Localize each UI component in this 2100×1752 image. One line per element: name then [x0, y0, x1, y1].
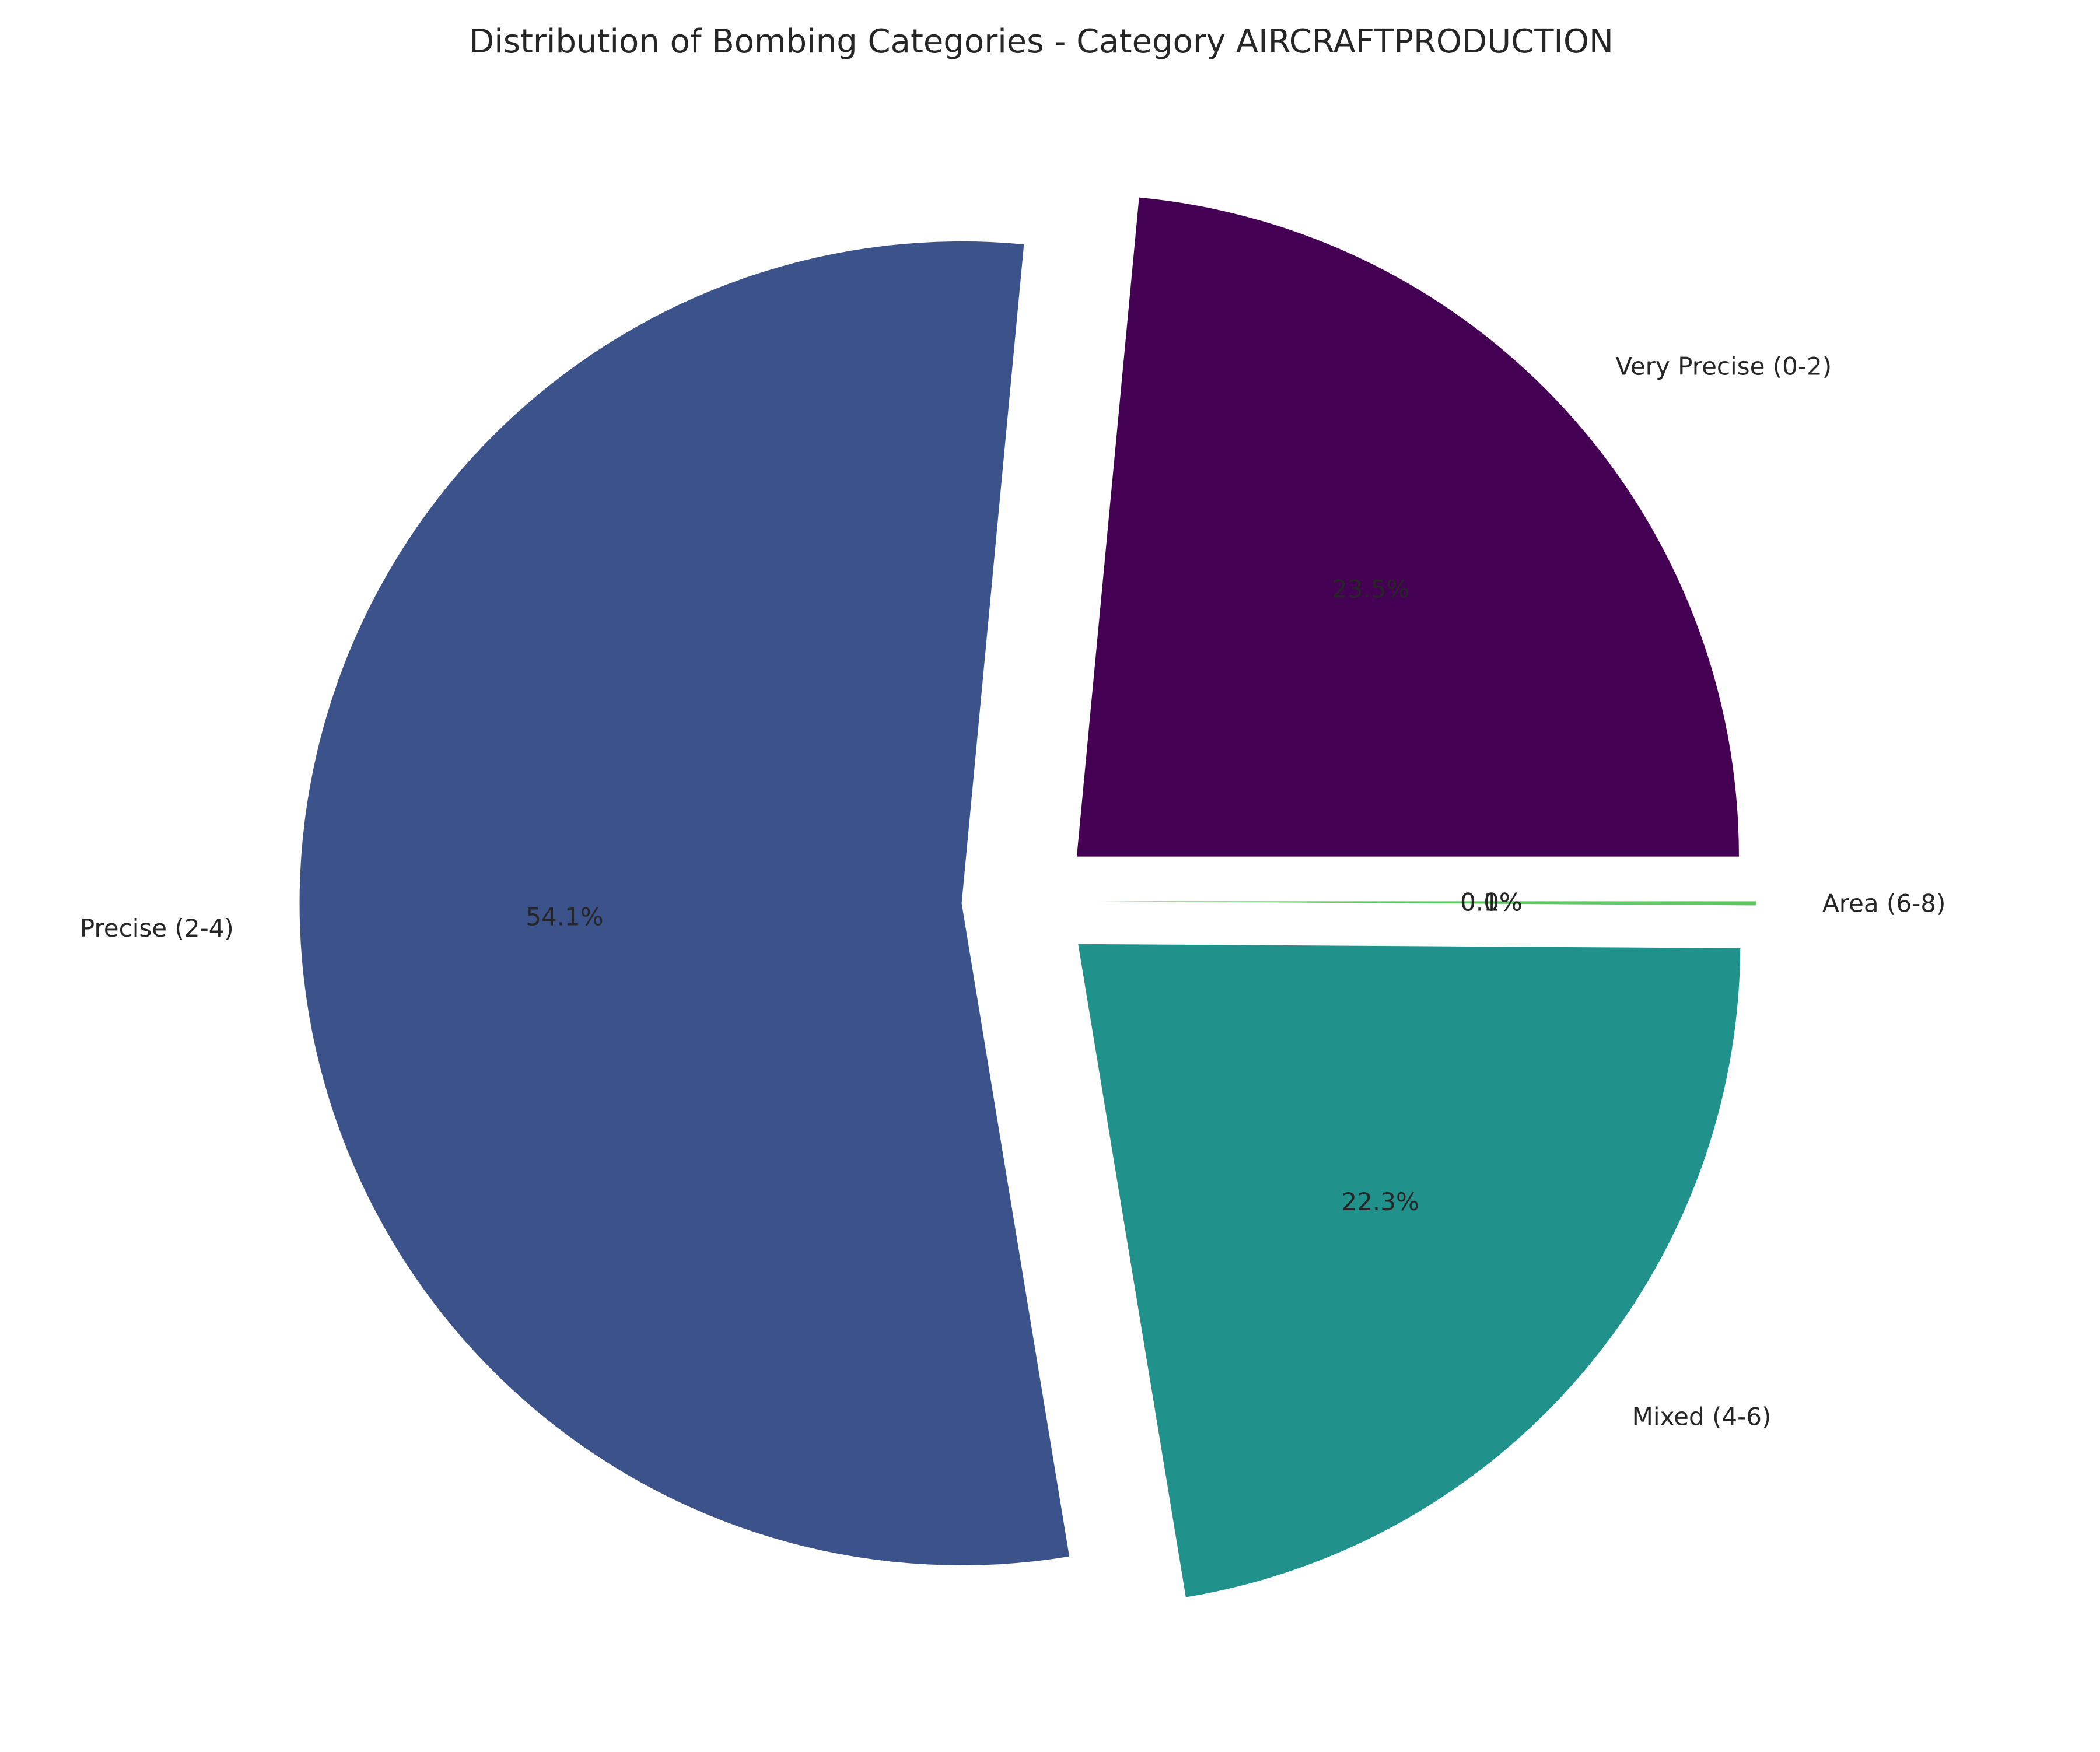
- pie-slice-mixed-4-6: [1078, 944, 1741, 1597]
- pie-slice-very-precise-0-2: [1076, 197, 1739, 857]
- pie-slices: [299, 197, 1756, 1597]
- pct-label-mixed-4-6: 22.3%: [1341, 1187, 1419, 1216]
- pct-label-extra-0: 0.0%: [1460, 888, 1522, 916]
- pie-labels: Very Precise (0-2) 23.5% Precise (2-4) 54.1…: [80, 352, 1946, 1431]
- pct-label-area-6-8: 0.1%: [1460, 888, 1522, 916]
- pct-label-very-precise-0-2: 23.5%: [1332, 574, 1409, 603]
- slice-label-precise-2-4: Precise (2-4): [80, 914, 234, 942]
- chart-title: Distribution of Bombing Categories - Cat…: [469, 23, 1614, 61]
- pie-slice-precise-2-4: [299, 241, 1070, 1565]
- pct-label-precise-2-4: 54.1%: [526, 902, 603, 931]
- slice-label-area-6-8: Area (6-8): [1822, 889, 1945, 917]
- slice-label-mixed-4-6: Mixed (4-6): [1632, 1403, 1772, 1431]
- slice-label-very-precise-0-2: Very Precise (0-2): [1615, 352, 1832, 380]
- pie-slice-area-6-8: [1094, 901, 1756, 906]
